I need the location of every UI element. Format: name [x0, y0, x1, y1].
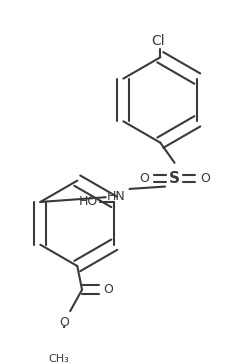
Text: O: O: [103, 283, 113, 296]
Text: O: O: [200, 172, 210, 185]
Text: HN: HN: [107, 190, 126, 202]
Text: HO: HO: [78, 195, 98, 209]
Text: Cl: Cl: [151, 34, 165, 48]
Text: O: O: [139, 172, 149, 185]
Text: S: S: [169, 171, 180, 186]
Text: CH₃: CH₃: [48, 354, 69, 364]
Text: O: O: [59, 316, 69, 329]
